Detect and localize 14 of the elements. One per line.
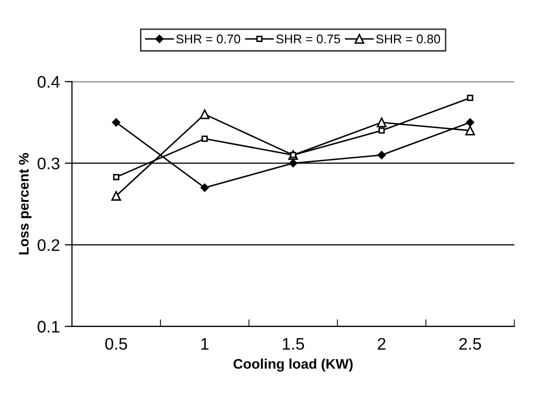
- y-tick-label: 0.1: [38, 320, 60, 333]
- x-tick-label: 2: [378, 338, 386, 350]
- y-tick-label: 0.3: [38, 158, 60, 170]
- legend-label: SHR = 0.75: [276, 34, 340, 44]
- y-axis-title: Loss percent %: [18, 153, 32, 254]
- x-tick-label: 1: [201, 338, 208, 350]
- y-tick-label: 0.4: [38, 76, 60, 88]
- x-tick-label: 1.5: [282, 338, 304, 350]
- x-axis-title: Cooling load (KW): [234, 358, 353, 372]
- legend-label: SHR = 0.70: [176, 34, 240, 44]
- x-tick-label: 0.5: [105, 338, 128, 350]
- legend-label: SHR = 0.80: [376, 34, 440, 44]
- y-tick-label: 0.2: [38, 239, 60, 252]
- x-tick-label: 2.5: [459, 338, 481, 350]
